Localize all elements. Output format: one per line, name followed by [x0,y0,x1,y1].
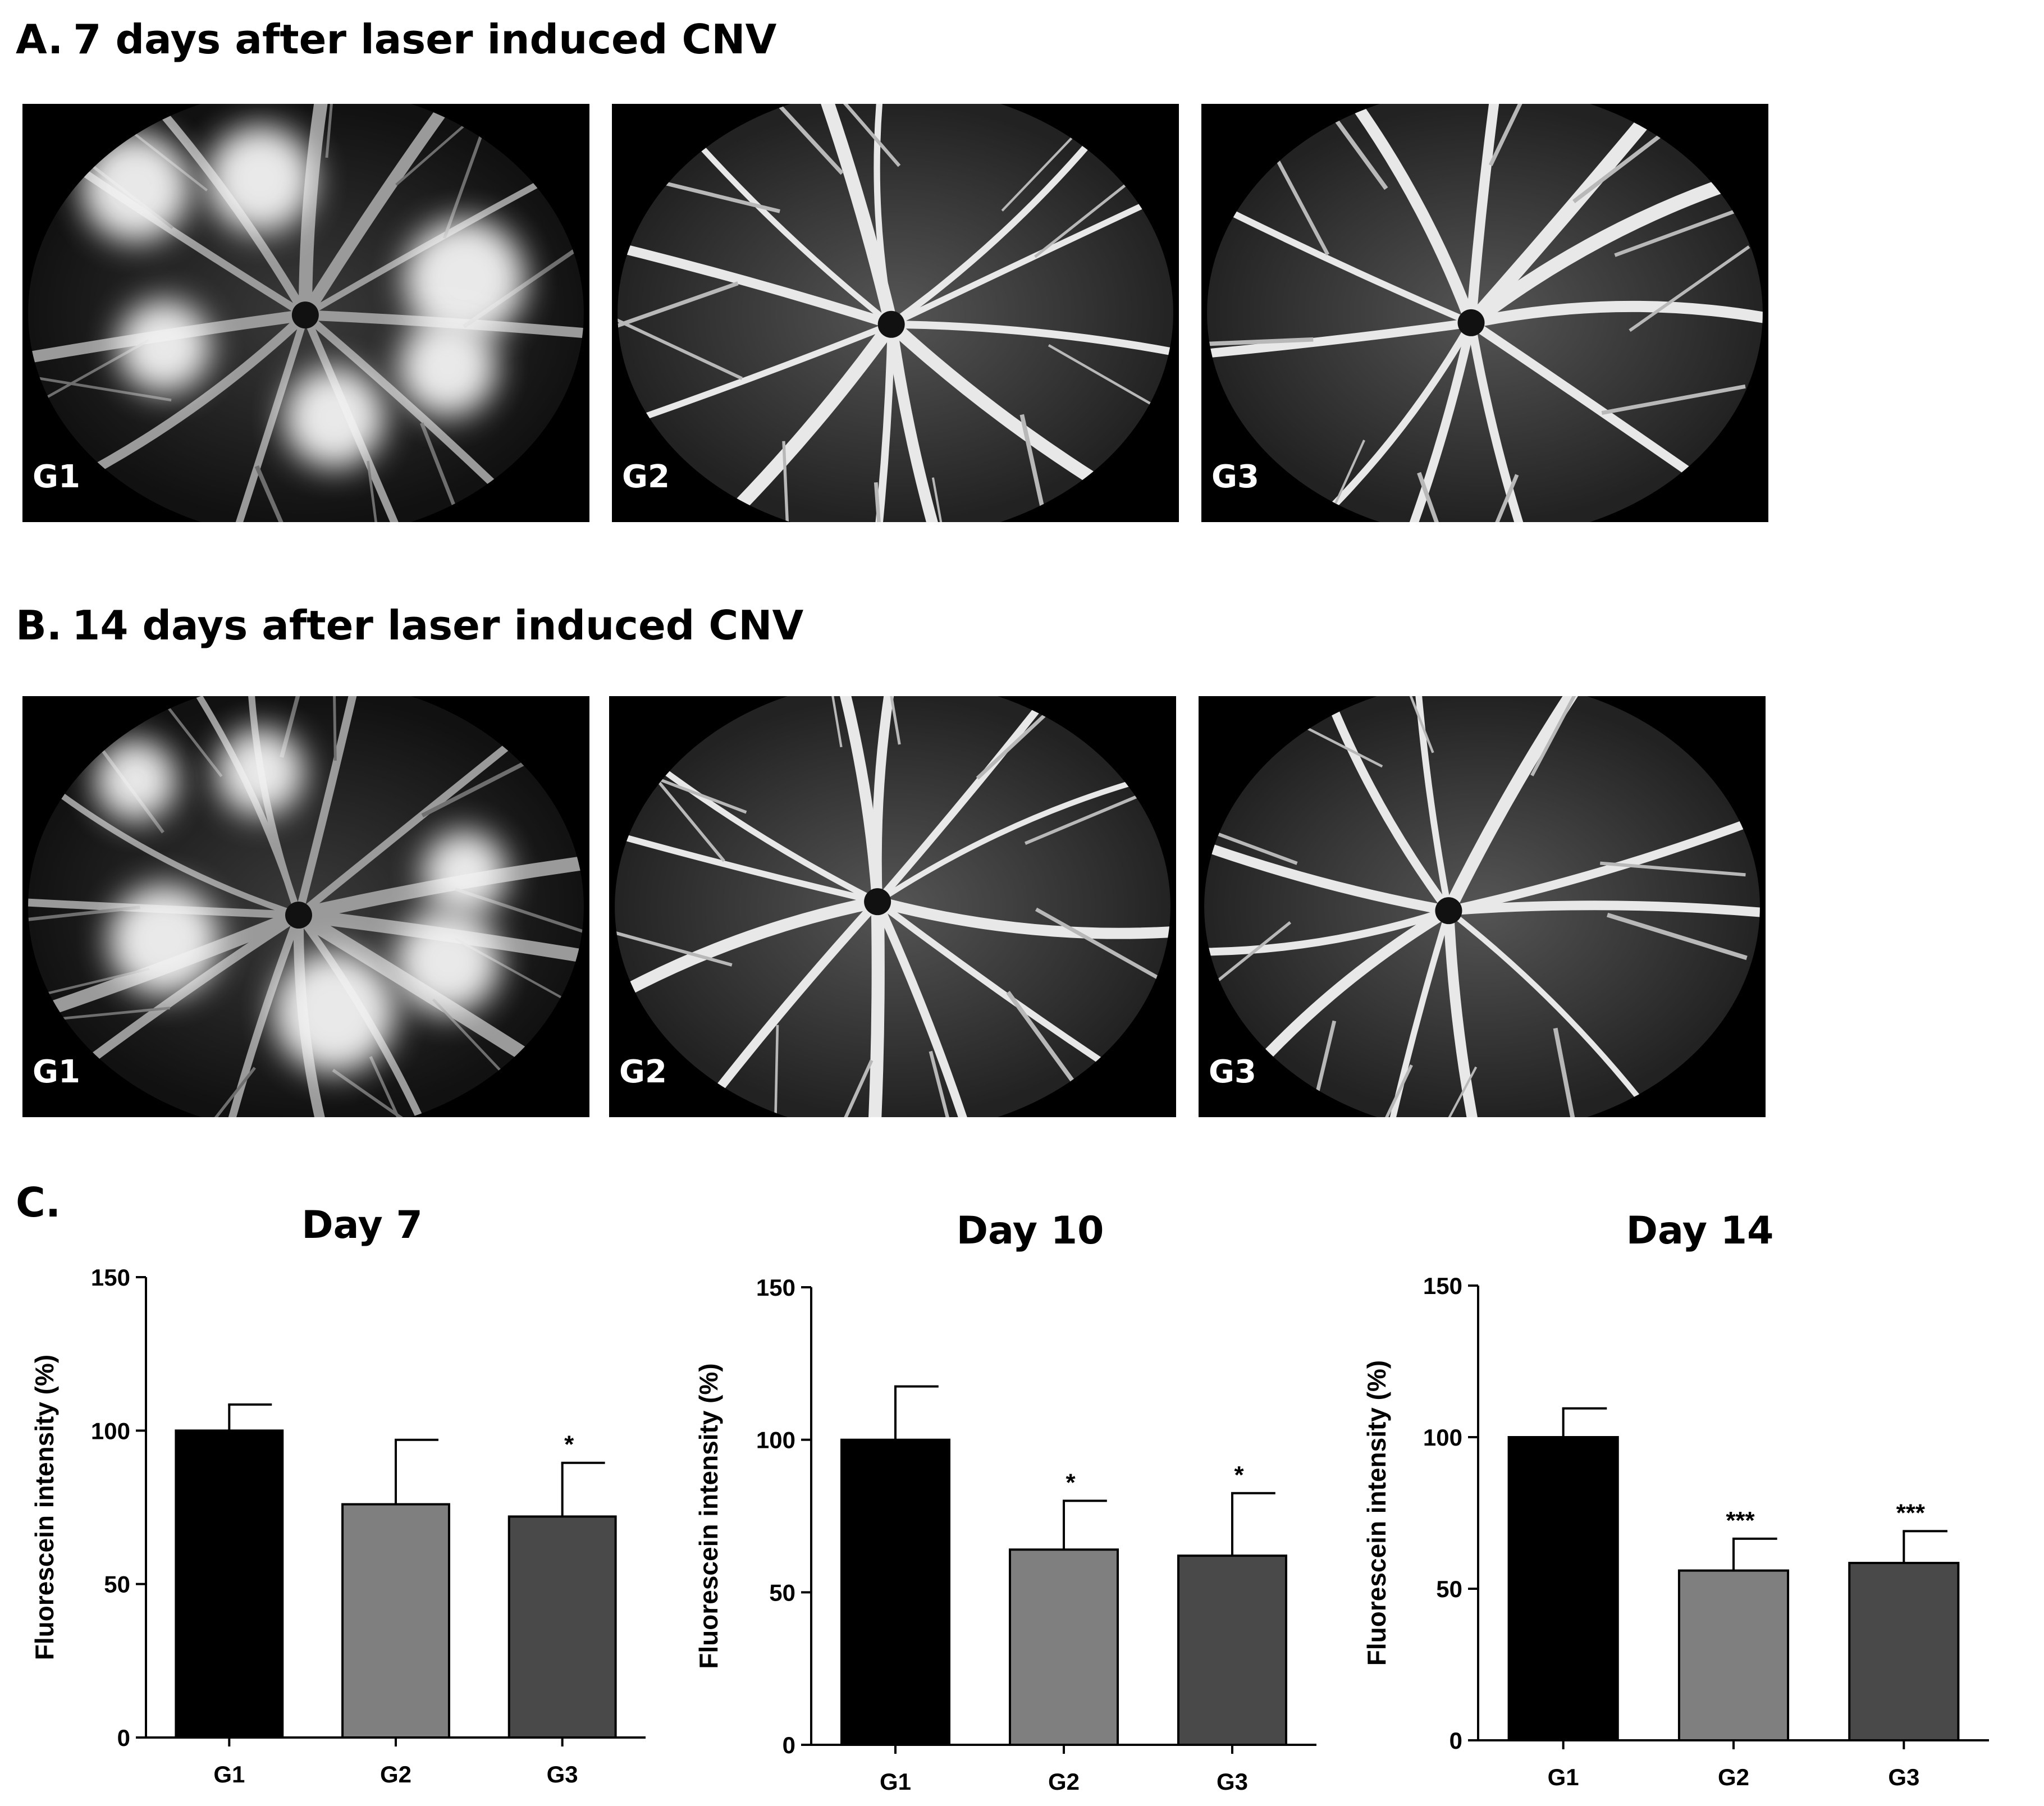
chart-day-0: Day 7 Fluorescein intensity (%) 0 50 100 150 G… [30,1203,646,1787]
bar-g2 [341,1503,450,1739]
x-tick-label: G3 [1888,1764,1919,1790]
fundus-image-a-g2: G2 [612,104,1179,522]
bar-g3 [1177,1554,1287,1746]
y-tick-label: 150 [756,1274,795,1301]
x-tick-label: G2 [1048,1768,1080,1795]
fundus-label-a-g3: G3 [1211,459,1259,495]
fundus-label-a-g2: G2 [622,459,670,495]
bar-g2 [1009,1548,1119,1746]
y-tick-label: 0 [117,1725,130,1751]
chart-title: Day 14 [1626,1209,1774,1253]
bar-g2 [1677,1569,1790,1742]
x-tick-label: G1 [880,1768,911,1795]
significance-marker: *** [1726,1507,1755,1534]
bar-g1 [175,1429,284,1739]
chart-title: Day 10 [957,1209,1104,1253]
bar-g1 [840,1438,950,1746]
panel-b-title: B. 14 days after laser induced CNV [16,602,803,649]
y-tick-label: 150 [1423,1273,1462,1299]
bar-g3 [1848,1562,1960,1742]
significance-marker: * [564,1431,574,1458]
y-tick-label: 50 [104,1571,130,1598]
x-tick-label: G3 [1217,1768,1248,1795]
x-tick-label: G2 [380,1761,411,1787]
significance-marker: * [1234,1461,1244,1489]
y-axis-label: Fluorescein intensity (%) [694,1363,723,1668]
fundus-image-a-g1: G1 [22,104,589,522]
chart-day-1: Day 10 Fluorescein intensity (%) 0 50 100 150… [694,1209,1316,1795]
y-tick-label: 150 [91,1264,130,1291]
y-tick-label: 100 [1423,1424,1462,1451]
bar-g1 [1507,1436,1619,1741]
x-tick-label: G1 [213,1761,245,1787]
fundus-label-b-g1: G1 [33,1054,80,1090]
y-tick-label: 0 [783,1732,795,1758]
significance-marker: *** [1896,1499,1926,1526]
y-tick-label: 50 [769,1579,795,1606]
y-tick-label: 100 [91,1418,130,1444]
panel-c-letter: C. [16,1179,61,1226]
y-axis-label: Fluorescein intensity (%) [1362,1360,1391,1666]
fundus-image-b-g3: G3 [1199,696,1766,1117]
fundus-label-b-g3: G3 [1209,1054,1256,1090]
y-tick-label: 0 [1449,1727,1462,1754]
x-tick-label: G2 [1718,1764,1749,1790]
x-tick-label: G3 [547,1761,578,1787]
fundus-label-a-g1: G1 [33,459,80,495]
panel-b-caption: 14 days after laser induced CNV [72,602,804,649]
fundus-label-b-g2: G2 [619,1054,667,1090]
y-tick-label: 100 [756,1427,795,1453]
chart-title: Day 7 [301,1203,423,1247]
panel-b-letter: B. [16,602,62,649]
panel-a-letter: A. [16,16,63,63]
panel-a-caption: 7 days after laser induced CNV [73,16,777,63]
x-tick-label: G1 [1548,1764,1579,1790]
fundus-image-b-g2: G2 [609,696,1176,1117]
y-tick-label: 50 [1436,1576,1462,1602]
y-axis-label: Fluorescein intensity (%) [30,1355,59,1660]
fundus-image-a-g3: G3 [1201,104,1768,522]
significance-marker: * [1066,1469,1076,1496]
bar-g3 [507,1515,617,1739]
panel-a-title: A. 7 days after laser induced CNV [16,16,776,63]
chart-day-2: Day 14 Fluorescein intensity (%) 0 50 100 150… [1362,1209,1989,1790]
fundus-image-b-g1: G1 [22,696,589,1117]
